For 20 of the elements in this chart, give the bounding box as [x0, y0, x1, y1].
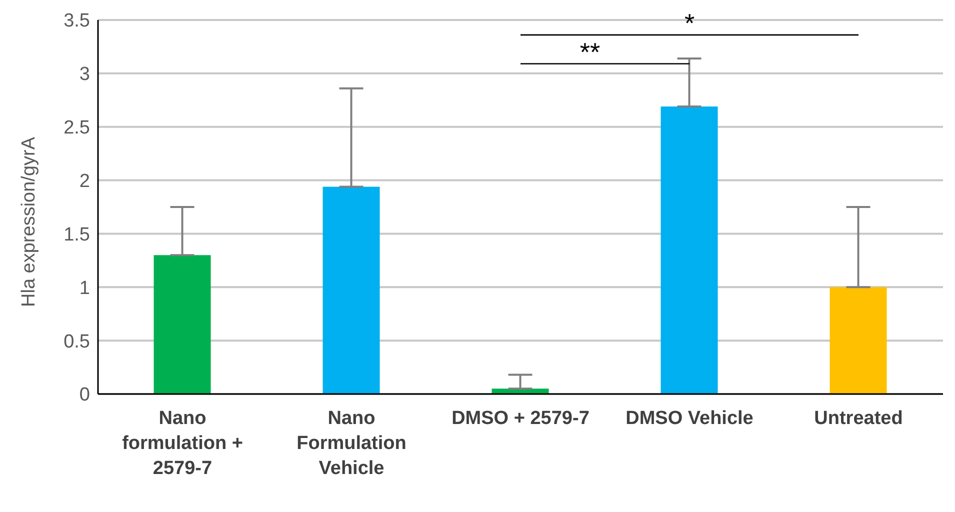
y-tick-label: 1 — [79, 278, 90, 299]
x-tick-label: DMSO + 2579-7 — [452, 408, 590, 429]
y-tick-label: 3.5 — [64, 10, 90, 32]
bar — [154, 255, 211, 394]
annotation: ** — [580, 36, 600, 67]
y-tick-label: 2 — [79, 171, 90, 192]
y-tick-label: 2.5 — [64, 118, 90, 139]
x-tick-label: Nano formulation + 2579-7 — [122, 408, 243, 479]
x-tick-label: DMSO Vehicle — [626, 408, 754, 429]
bar — [322, 186, 380, 394]
y-tick-label: 0.5 — [64, 331, 90, 352]
y-axis-title: Hla expression/gyrA — [18, 136, 40, 307]
x-tick-label: Nano Formulation Vehicle — [296, 408, 406, 479]
bar — [830, 287, 887, 394]
y-tick-label: 0 — [79, 384, 90, 406]
y-tick-label: 3 — [79, 64, 90, 86]
bar — [660, 106, 718, 394]
y-tick-label: 1.5 — [64, 224, 90, 246]
annotation: * — [684, 8, 695, 38]
x-tick-label: Untreated — [814, 408, 903, 429]
